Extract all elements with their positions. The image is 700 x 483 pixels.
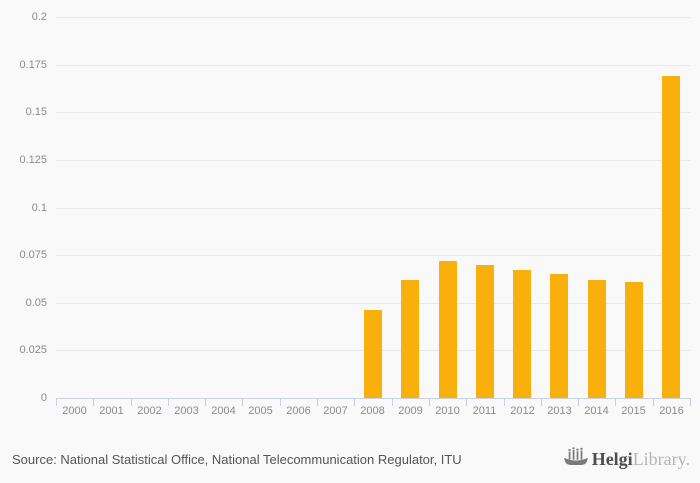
x-tick-label: 2000 [62,405,87,417]
x-tick-label: 2001 [99,405,124,417]
x-axis-tick [56,398,57,406]
gridline [56,112,690,113]
y-tick-label: 0.2 [31,11,47,23]
gridline [56,303,690,304]
x-axis-tick [168,398,169,406]
x-axis-tick [242,398,243,406]
x-axis-tick [317,398,318,406]
x-axis-tick [354,398,355,406]
x-axis-tick [466,398,467,406]
x-axis-tick [653,398,654,406]
x-tick-label: 2002 [137,405,162,417]
logo-text-primary: Helgi [591,449,633,469]
y-tick-label: 0.15 [25,106,47,118]
x-tick-label: 2010 [435,405,460,417]
gridline [56,255,690,256]
logo-wordmark: HelgiLibrary. [592,449,690,469]
x-tick-label: 2012 [510,405,535,417]
x-axis-tick [205,398,206,406]
y-tick-label: 0.125 [19,154,47,166]
y-tick-label: 0.025 [19,344,47,356]
y-tick-label: 0.05 [25,297,47,309]
bar-2016[interactable] [662,76,680,398]
gridline [56,65,690,66]
x-tick-label: 2006 [286,405,311,417]
helgi-ship-icon [563,446,588,473]
bar-2013[interactable] [550,274,568,398]
y-tick-label: 0 [40,392,47,404]
x-tick-label: 2009 [398,405,423,417]
y-tick-label: 0.075 [19,249,47,261]
gridline [56,17,690,18]
x-axis-tick [504,398,505,406]
bar-2008[interactable] [364,310,382,398]
x-tick-label: 2004 [211,405,236,417]
source-text: Source: National Statistical Office, Nat… [12,451,462,467]
x-axis-tick [429,398,430,406]
x-tick-label: 2016 [659,405,684,417]
y-tick-label: 0.175 [19,59,47,71]
x-axis-tick [541,398,542,406]
bar-2012[interactable] [513,270,531,398]
x-tick-label: 2005 [248,405,273,417]
x-axis-tick [392,398,393,406]
x-axis-tick [280,398,281,406]
y-tick-label: 0.1 [31,202,47,214]
bar-2011[interactable] [476,265,494,398]
chart-stage: 0 0.025 0.05 0.075 0.1 0.125 0.15 0.175 0.2 2000… [19,11,691,417]
x-tick-label: 2014 [584,405,609,417]
gridline [56,208,690,209]
x-axis-tick [93,398,94,406]
x-tick-label: 2008 [360,405,385,417]
x-tick-label: 2003 [174,405,199,417]
gridline [56,160,690,161]
x-tick-label: 2013 [547,405,572,417]
x-axis-tick [131,398,132,406]
bar-2009[interactable] [401,280,419,398]
x-axis-tick [615,398,616,406]
logo-text-secondary: Library. [632,449,690,469]
x-tick-label: 2007 [323,405,348,417]
x-tick-label: 2015 [621,405,646,417]
x-axis-tick [578,398,579,406]
x-axis-line [56,398,690,399]
bar-2014[interactable] [588,280,606,398]
helgi-library-logo[interactable]: HelgiLibrary. [563,446,690,473]
bar-2010[interactable] [439,261,457,398]
bar-2015[interactable] [625,282,643,398]
x-axis-tick [690,398,691,406]
x-tick-label: 2011 [472,405,497,417]
chart-footer: Source: National Statistical Office, Nat… [0,435,700,483]
